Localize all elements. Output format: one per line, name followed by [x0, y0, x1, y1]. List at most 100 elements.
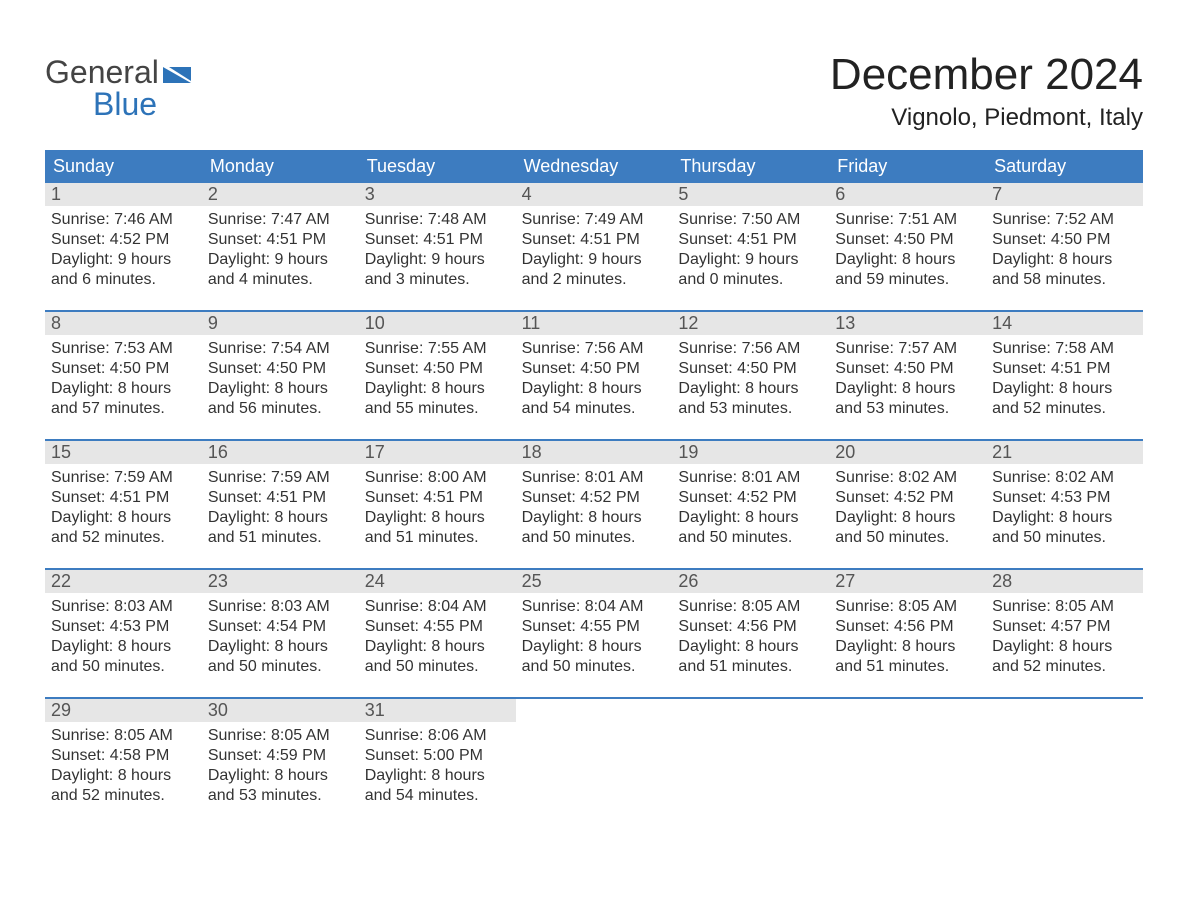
day-number: 31: [359, 699, 516, 722]
day-number: 11: [516, 312, 673, 335]
day-body: Sunrise: 7:52 AMSunset: 4:50 PMDaylight:…: [986, 206, 1143, 290]
sunrise-line: Sunrise: 8:03 AM: [51, 597, 196, 617]
day-body: Sunrise: 8:05 AMSunset: 4:57 PMDaylight:…: [986, 593, 1143, 677]
brand-word-2: Blue: [93, 86, 157, 122]
daylight-line: Daylight: 8 hours and 58 minutes.: [992, 250, 1137, 290]
day-number: 8: [45, 312, 202, 335]
brand-word-1: General: [45, 56, 159, 88]
day-body: Sunrise: 7:49 AMSunset: 4:51 PMDaylight:…: [516, 206, 673, 290]
sunset-line: Sunset: 4:51 PM: [522, 230, 667, 250]
day-of-week-cell: Tuesday: [359, 150, 516, 183]
sunrise-line: Sunrise: 8:05 AM: [678, 597, 823, 617]
location-label: Vignolo, Piedmont, Italy: [830, 104, 1143, 132]
sunset-line: Sunset: 4:57 PM: [992, 617, 1137, 637]
sunrise-line: Sunrise: 8:01 AM: [678, 468, 823, 488]
sunrise-line: Sunrise: 7:50 AM: [678, 210, 823, 230]
day-cell: 19Sunrise: 8:01 AMSunset: 4:52 PMDayligh…: [672, 441, 829, 568]
day-cell: 9Sunrise: 7:54 AMSunset: 4:50 PMDaylight…: [202, 312, 359, 439]
day-cell: 24Sunrise: 8:04 AMSunset: 4:55 PMDayligh…: [359, 570, 516, 697]
daylight-line: Daylight: 8 hours and 53 minutes.: [678, 379, 823, 419]
sunrise-line: Sunrise: 7:58 AM: [992, 339, 1137, 359]
daylight-line: Daylight: 8 hours and 50 minutes.: [835, 508, 980, 548]
day-body: Sunrise: 8:01 AMSunset: 4:52 PMDaylight:…: [672, 464, 829, 548]
day-number: 22: [45, 570, 202, 593]
day-body: Sunrise: 7:59 AMSunset: 4:51 PMDaylight:…: [202, 464, 359, 548]
sunrise-line: Sunrise: 7:56 AM: [678, 339, 823, 359]
day-of-week-cell: Thursday: [672, 150, 829, 183]
sunset-line: Sunset: 4:50 PM: [835, 230, 980, 250]
sunset-line: Sunset: 4:51 PM: [992, 359, 1137, 379]
day-cell: 23Sunrise: 8:03 AMSunset: 4:54 PMDayligh…: [202, 570, 359, 697]
day-of-week-header: SundayMondayTuesdayWednesdayThursdayFrid…: [45, 150, 1143, 183]
day-cell: 14Sunrise: 7:58 AMSunset: 4:51 PMDayligh…: [986, 312, 1143, 439]
sunset-line: Sunset: 4:56 PM: [678, 617, 823, 637]
daylight-line: Daylight: 8 hours and 50 minutes.: [522, 508, 667, 548]
daylight-line: Daylight: 8 hours and 52 minutes.: [51, 766, 196, 806]
day-body: Sunrise: 8:04 AMSunset: 4:55 PMDaylight:…: [516, 593, 673, 677]
sunset-line: Sunset: 4:51 PM: [365, 488, 510, 508]
daylight-line: Daylight: 8 hours and 53 minutes.: [835, 379, 980, 419]
sunset-line: Sunset: 4:50 PM: [208, 359, 353, 379]
sunrise-line: Sunrise: 7:52 AM: [992, 210, 1137, 230]
day-cell: [986, 699, 1143, 826]
sunset-line: Sunset: 4:55 PM: [365, 617, 510, 637]
month-title: December 2024: [830, 50, 1143, 100]
sunset-line: Sunset: 4:52 PM: [678, 488, 823, 508]
day-number: 28: [986, 570, 1143, 593]
day-body: Sunrise: 7:55 AMSunset: 4:50 PMDaylight:…: [359, 335, 516, 419]
day-number: 25: [516, 570, 673, 593]
sunset-line: Sunset: 4:50 PM: [835, 359, 980, 379]
day-cell: 20Sunrise: 8:02 AMSunset: 4:52 PMDayligh…: [829, 441, 986, 568]
day-number: 13: [829, 312, 986, 335]
day-body: Sunrise: 7:54 AMSunset: 4:50 PMDaylight:…: [202, 335, 359, 419]
day-cell: 11Sunrise: 7:56 AMSunset: 4:50 PMDayligh…: [516, 312, 673, 439]
daylight-line: Daylight: 8 hours and 50 minutes.: [51, 637, 196, 677]
sunset-line: Sunset: 4:52 PM: [522, 488, 667, 508]
week-row: 22Sunrise: 8:03 AMSunset: 4:53 PMDayligh…: [45, 568, 1143, 697]
day-body: Sunrise: 8:03 AMSunset: 4:54 PMDaylight:…: [202, 593, 359, 677]
day-number: 2: [202, 183, 359, 206]
daylight-line: Daylight: 8 hours and 51 minutes.: [365, 508, 510, 548]
day-number: 5: [672, 183, 829, 206]
day-body: Sunrise: 7:56 AMSunset: 4:50 PMDaylight:…: [516, 335, 673, 419]
day-cell: 28Sunrise: 8:05 AMSunset: 4:57 PMDayligh…: [986, 570, 1143, 697]
calendar-page: General Blue December 2024 Vignolo, Pied…: [0, 0, 1188, 918]
sunset-line: Sunset: 4:54 PM: [208, 617, 353, 637]
sunrise-line: Sunrise: 7:59 AM: [51, 468, 196, 488]
daylight-line: Daylight: 8 hours and 54 minutes.: [365, 766, 510, 806]
daylight-line: Daylight: 8 hours and 55 minutes.: [365, 379, 510, 419]
brand-logo: General Blue: [45, 56, 195, 120]
day-cell: [829, 699, 986, 826]
brand-flag-icon: [163, 63, 195, 83]
day-number: 18: [516, 441, 673, 464]
daylight-line: Daylight: 8 hours and 52 minutes.: [992, 379, 1137, 419]
sunrise-line: Sunrise: 8:03 AM: [208, 597, 353, 617]
day-number: 21: [986, 441, 1143, 464]
sunset-line: Sunset: 4:51 PM: [208, 230, 353, 250]
sunrise-line: Sunrise: 8:04 AM: [522, 597, 667, 617]
daylight-line: Daylight: 8 hours and 50 minutes.: [365, 637, 510, 677]
sunset-line: Sunset: 4:52 PM: [835, 488, 980, 508]
sunrise-line: Sunrise: 7:55 AM: [365, 339, 510, 359]
sunrise-line: Sunrise: 8:05 AM: [208, 726, 353, 746]
day-number: 23: [202, 570, 359, 593]
daylight-line: Daylight: 8 hours and 53 minutes.: [208, 766, 353, 806]
day-number: 6: [829, 183, 986, 206]
day-number: 26: [672, 570, 829, 593]
title-block: December 2024 Vignolo, Piedmont, Italy: [830, 20, 1143, 140]
sunset-line: Sunset: 4:50 PM: [522, 359, 667, 379]
day-cell: 18Sunrise: 8:01 AMSunset: 4:52 PMDayligh…: [516, 441, 673, 568]
day-cell: [516, 699, 673, 826]
daylight-line: Daylight: 8 hours and 57 minutes.: [51, 379, 196, 419]
daylight-line: Daylight: 8 hours and 54 minutes.: [522, 379, 667, 419]
day-body: Sunrise: 7:53 AMSunset: 4:50 PMDaylight:…: [45, 335, 202, 419]
day-body: Sunrise: 8:03 AMSunset: 4:53 PMDaylight:…: [45, 593, 202, 677]
day-body: Sunrise: 8:05 AMSunset: 4:56 PMDaylight:…: [672, 593, 829, 677]
sunrise-line: Sunrise: 7:59 AM: [208, 468, 353, 488]
day-cell: 27Sunrise: 8:05 AMSunset: 4:56 PMDayligh…: [829, 570, 986, 697]
day-body: Sunrise: 8:05 AMSunset: 4:59 PMDaylight:…: [202, 722, 359, 806]
sunset-line: Sunset: 4:56 PM: [835, 617, 980, 637]
day-cell: 10Sunrise: 7:55 AMSunset: 4:50 PMDayligh…: [359, 312, 516, 439]
sunrise-line: Sunrise: 8:04 AM: [365, 597, 510, 617]
sunset-line: Sunset: 4:51 PM: [208, 488, 353, 508]
